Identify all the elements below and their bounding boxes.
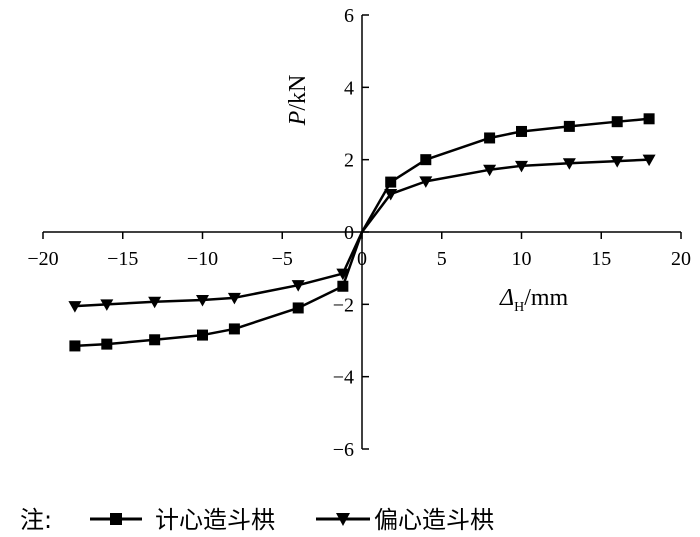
legend-label-series-2: 偏心造斗栱 bbox=[374, 506, 494, 534]
data-point-series-1 bbox=[69, 340, 81, 352]
y-tick-label: −2 bbox=[333, 294, 354, 316]
legend-label-series-1: 计心造斗栱 bbox=[155, 506, 275, 534]
data-point-series-1 bbox=[611, 116, 623, 128]
x-tick-label: −10 bbox=[187, 248, 218, 270]
legend-marker-series-2 bbox=[336, 513, 350, 526]
x-tick-label: 0 bbox=[357, 248, 367, 270]
y-tick-label: 0 bbox=[344, 222, 354, 244]
legend: 注: 计心造斗栱 偏心造斗栱 bbox=[20, 506, 494, 534]
x-tick-label: −20 bbox=[27, 248, 58, 270]
data-point-series-2 bbox=[384, 189, 398, 201]
data-point-series-2 bbox=[148, 296, 162, 309]
data-point-series-2 bbox=[196, 294, 209, 307]
data-point-series-1 bbox=[484, 132, 496, 144]
data-point-series-1 bbox=[197, 329, 208, 341]
series-line-2 bbox=[74, 158, 650, 308]
y-tick-label: 4 bbox=[344, 77, 354, 99]
y-tick-label: 6 bbox=[344, 5, 354, 27]
x-tick-label: −15 bbox=[107, 248, 138, 270]
y-tick-label: −6 bbox=[333, 439, 354, 461]
y-axis-title: P/kN bbox=[285, 75, 311, 127]
data-point-series-1 bbox=[516, 125, 527, 137]
data-point-series-2 bbox=[483, 164, 497, 177]
data-point-series-2 bbox=[68, 301, 82, 313]
y-tick-label: 2 bbox=[344, 150, 354, 172]
x-axis-title: ΔH/mm bbox=[499, 285, 569, 315]
data-point-series-2 bbox=[515, 160, 528, 173]
data-point-series-2 bbox=[227, 292, 241, 305]
x-tick-label: 15 bbox=[591, 248, 611, 270]
x-tick-label: 20 bbox=[671, 248, 691, 270]
data-point-series-1 bbox=[149, 334, 161, 346]
data-point-series-1 bbox=[563, 120, 575, 132]
y-tick-label: −4 bbox=[333, 367, 354, 389]
data-point-series-2 bbox=[419, 176, 433, 188]
data-point-series-2 bbox=[291, 280, 305, 292]
data-point-series-1 bbox=[385, 176, 397, 188]
data-point-series-1 bbox=[292, 302, 304, 314]
x-tick-label: −5 bbox=[272, 248, 293, 270]
series-layer bbox=[68, 113, 656, 352]
data-point-series-1 bbox=[643, 113, 655, 125]
data-point-series-1 bbox=[101, 338, 113, 350]
data-point-series-2 bbox=[100, 299, 114, 311]
data-point-series-2 bbox=[562, 158, 576, 170]
data-point-series-1 bbox=[228, 323, 240, 335]
data-point-series-2 bbox=[336, 268, 350, 281]
data-point-series-1 bbox=[337, 280, 349, 292]
legend-marker-series-1 bbox=[110, 513, 122, 525]
legend-prefix: 注: bbox=[20, 506, 52, 534]
x-tick-label: 5 bbox=[437, 248, 447, 270]
data-point-series-2 bbox=[642, 154, 656, 167]
x-tick-label: 10 bbox=[512, 248, 532, 270]
data-point-series-2 bbox=[610, 156, 624, 168]
data-point-series-1 bbox=[420, 154, 432, 166]
